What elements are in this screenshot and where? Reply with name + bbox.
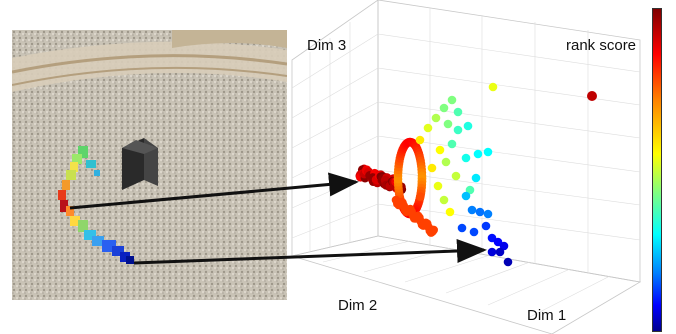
scatter-point [468, 206, 477, 215]
scatter-point [504, 258, 513, 267]
scatter-point [429, 226, 438, 235]
scatter-point [428, 164, 437, 173]
scatter-point [482, 222, 491, 231]
scatter-point [424, 124, 433, 133]
scatter-point [416, 192, 425, 201]
scatter-point [452, 172, 461, 181]
scatter-point [448, 140, 457, 149]
colorbar [652, 8, 662, 332]
scatter-point [448, 96, 457, 105]
scatter-point [440, 104, 449, 113]
scatter-point [454, 108, 463, 117]
dim2-axis-label: Dim 2 [338, 297, 377, 314]
arrow-red-region [70, 182, 356, 208]
scatter-point [458, 224, 467, 233]
scatter-point [587, 91, 597, 101]
scatter-point [444, 120, 453, 129]
dim1-axis-label: Dim 1 [527, 307, 566, 324]
scatter-point [432, 114, 441, 123]
scatter-point [454, 126, 463, 135]
scatter-point [489, 83, 498, 92]
scatter-point [462, 192, 471, 201]
scatter-point [464, 122, 473, 131]
scatter-point [488, 248, 497, 257]
scatter-point [474, 150, 483, 159]
rank-score-label: rank score [566, 37, 636, 54]
scatter-point [440, 196, 449, 205]
scatter-point [484, 148, 493, 157]
scatter-point [462, 154, 471, 163]
scatter-point [496, 248, 505, 257]
scatter-point [434, 182, 443, 191]
scatter-point [442, 158, 451, 167]
scatter-point [416, 136, 425, 145]
dim3-axis-label: Dim 3 [307, 37, 346, 54]
scatter-point [436, 146, 445, 155]
scatter-point [476, 208, 485, 217]
scatter-point [472, 174, 481, 183]
scatter-point [470, 228, 479, 237]
scatter-point [484, 210, 493, 219]
scatter-point [446, 208, 455, 217]
